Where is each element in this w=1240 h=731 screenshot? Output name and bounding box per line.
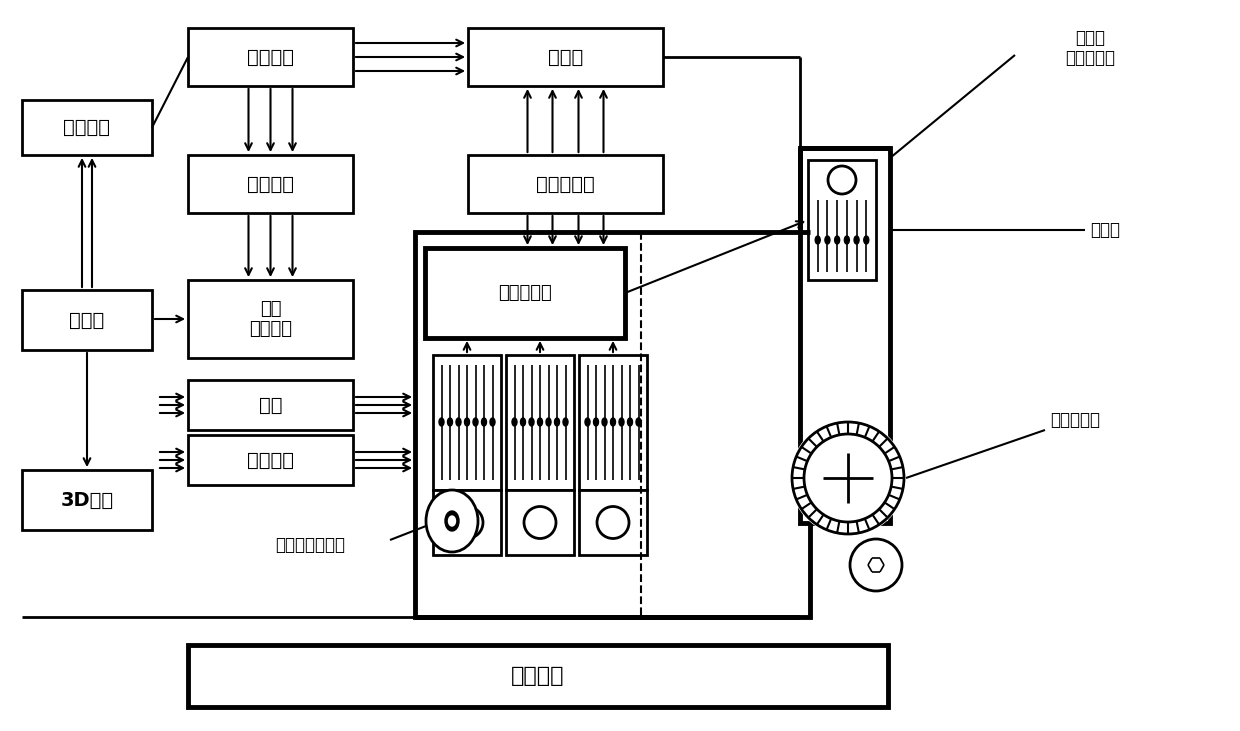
Ellipse shape bbox=[456, 418, 461, 426]
Ellipse shape bbox=[481, 418, 486, 426]
Circle shape bbox=[525, 507, 556, 539]
Text: 采样保持: 采样保持 bbox=[247, 175, 294, 194]
Ellipse shape bbox=[537, 418, 543, 426]
Circle shape bbox=[849, 539, 901, 591]
Text: 主放大器: 主放大器 bbox=[247, 48, 294, 67]
Ellipse shape bbox=[449, 516, 455, 526]
Text: 磁记忆主接收器: 磁记忆主接收器 bbox=[275, 536, 345, 554]
Bar bbox=[433, 355, 501, 490]
Text: 处理器: 处理器 bbox=[69, 311, 104, 330]
Ellipse shape bbox=[601, 418, 608, 426]
Ellipse shape bbox=[636, 418, 641, 426]
Circle shape bbox=[451, 507, 484, 539]
Circle shape bbox=[596, 507, 629, 539]
Circle shape bbox=[804, 434, 892, 522]
Text: 3D显示: 3D显示 bbox=[61, 491, 114, 510]
Circle shape bbox=[828, 166, 856, 194]
Text: 磁记忆
补偿接收器: 磁记忆 补偿接收器 bbox=[1065, 29, 1115, 67]
Ellipse shape bbox=[815, 236, 820, 244]
Bar bbox=[467, 28, 663, 86]
Ellipse shape bbox=[439, 418, 444, 426]
Bar bbox=[22, 470, 153, 530]
Bar bbox=[433, 490, 501, 555]
Bar bbox=[22, 100, 153, 155]
Ellipse shape bbox=[546, 418, 551, 426]
Ellipse shape bbox=[627, 418, 632, 426]
Bar bbox=[188, 28, 353, 86]
Text: 多路
模数转换: 多路 模数转换 bbox=[249, 300, 291, 338]
Bar bbox=[506, 355, 574, 490]
Bar bbox=[415, 232, 810, 617]
Bar bbox=[579, 490, 647, 555]
Bar bbox=[808, 160, 875, 280]
Text: 待测钢轨: 待测钢轨 bbox=[511, 666, 564, 686]
Bar bbox=[800, 148, 890, 523]
Ellipse shape bbox=[554, 418, 559, 426]
Bar bbox=[579, 355, 647, 490]
Ellipse shape bbox=[472, 418, 477, 426]
Ellipse shape bbox=[512, 418, 517, 426]
Ellipse shape bbox=[445, 511, 459, 531]
Bar bbox=[467, 155, 663, 213]
Ellipse shape bbox=[854, 236, 859, 244]
Ellipse shape bbox=[490, 418, 495, 426]
Ellipse shape bbox=[864, 236, 869, 244]
Ellipse shape bbox=[465, 418, 470, 426]
Text: 光电编码器: 光电编码器 bbox=[1050, 411, 1100, 429]
Ellipse shape bbox=[619, 418, 624, 426]
Bar bbox=[188, 280, 353, 358]
Ellipse shape bbox=[825, 236, 830, 244]
Bar bbox=[188, 435, 353, 485]
Ellipse shape bbox=[585, 418, 590, 426]
Ellipse shape bbox=[448, 418, 453, 426]
Text: 数据采集: 数据采集 bbox=[63, 118, 110, 137]
Bar bbox=[188, 645, 888, 707]
Text: 低通滤波器: 低通滤波器 bbox=[536, 175, 595, 194]
Ellipse shape bbox=[594, 418, 599, 426]
Circle shape bbox=[790, 420, 906, 536]
Ellipse shape bbox=[835, 236, 839, 244]
Text: 前置放大器: 前置放大器 bbox=[498, 284, 552, 302]
Ellipse shape bbox=[521, 418, 526, 426]
Bar bbox=[506, 490, 574, 555]
Text: 电源: 电源 bbox=[259, 395, 283, 414]
Ellipse shape bbox=[427, 490, 477, 552]
Text: 减法器: 减法器 bbox=[548, 48, 583, 67]
Bar bbox=[425, 248, 625, 338]
Circle shape bbox=[792, 422, 904, 534]
Ellipse shape bbox=[610, 418, 615, 426]
Ellipse shape bbox=[563, 418, 568, 426]
Bar bbox=[22, 290, 153, 350]
Text: 屏蔽壳: 屏蔽壳 bbox=[1090, 221, 1120, 239]
Bar bbox=[188, 380, 353, 430]
Ellipse shape bbox=[529, 418, 534, 426]
Text: 电源电路: 电源电路 bbox=[247, 450, 294, 469]
Ellipse shape bbox=[844, 236, 849, 244]
Bar bbox=[188, 155, 353, 213]
